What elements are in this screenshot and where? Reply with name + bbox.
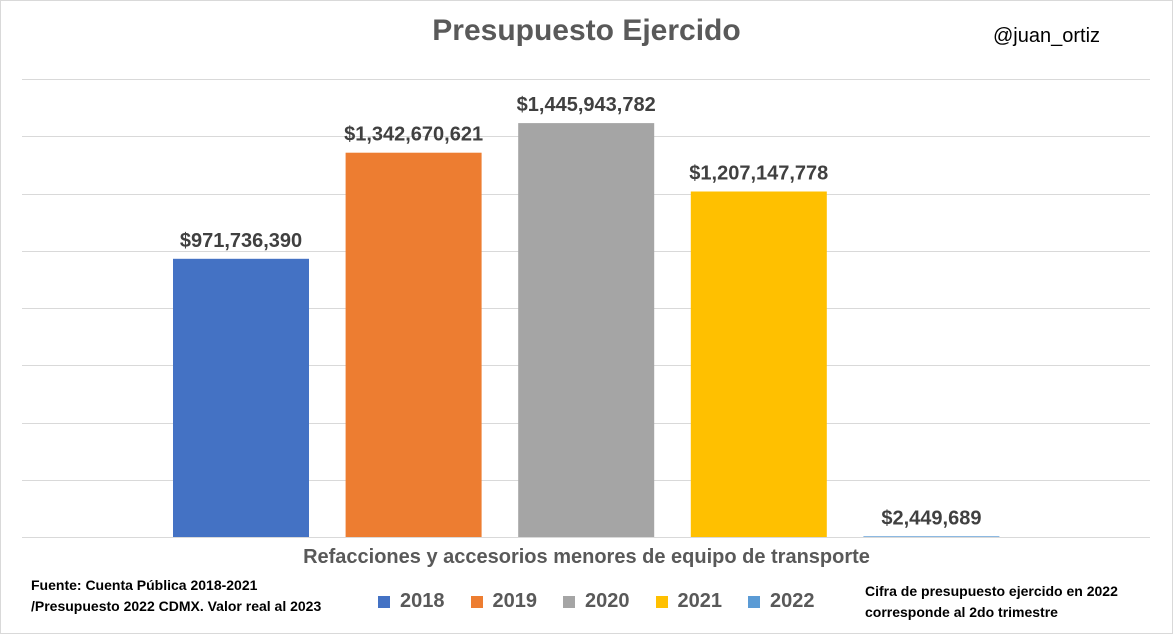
- legend-label-2019: 2019: [492, 590, 538, 612]
- legend: 2018 2019 2020 2021 2022: [378, 590, 841, 613]
- bar-2021: [690, 191, 827, 537]
- footnote: Cifra de presupuesto ejercido en 2022 co…: [865, 581, 1118, 623]
- bar-2019: [345, 152, 482, 537]
- legend-label-2018: 2018: [400, 590, 445, 612]
- source-note: Fuente: Cuenta Pública 2018-2021 /Presup…: [31, 575, 321, 617]
- bars: [173, 123, 1000, 537]
- source-line-2: /Presupuesto 2022 CDMX. Valor real al 20…: [31, 598, 322, 614]
- data-label-2019: $1,342,670,621: [344, 124, 483, 146]
- legend-item-2022: 2022: [748, 590, 815, 613]
- legend-label-2021: 2021: [677, 590, 723, 612]
- footnote-line-2: corresponde al 2do trimestre: [865, 604, 1058, 620]
- legend-swatch-2019: [470, 595, 483, 608]
- data-label-2021: $1,207,147,778: [689, 163, 828, 185]
- legend-item-2021: 2021: [655, 590, 723, 613]
- data-label-2018: $971,736,390: [180, 230, 302, 252]
- bar-labels: $971,736,390 $1,342,670,621 $1,445,943,782…: [180, 94, 982, 529]
- legend-item-2020: 2020: [563, 590, 630, 613]
- bar-2018: [173, 258, 309, 537]
- x-axis-label: Refacciones y accesorios menores de equi…: [303, 546, 870, 568]
- source-line-1: Fuente: Cuenta Pública 2018-2021: [31, 577, 258, 593]
- author-handle: @juan_ortiz: [993, 25, 1101, 47]
- chart-title: Presupuesto Ejercido: [432, 14, 741, 47]
- legend-item-2019: 2019: [470, 590, 538, 613]
- data-label-2020: $1,445,943,782: [517, 94, 656, 116]
- legend-swatch-2020: [563, 595, 575, 608]
- legend-swatch-2018: [378, 595, 390, 608]
- legend-item-2018: 2018: [378, 590, 445, 613]
- data-label-2022: $2,449,689: [881, 507, 981, 529]
- legend-label-2020: 2020: [585, 590, 630, 612]
- footnote-line-1: Cifra de presupuesto ejercido en 2022: [865, 583, 1118, 599]
- bar-2022: [863, 536, 1000, 537]
- legend-swatch-2022: [748, 595, 760, 608]
- bar-2020: [518, 123, 655, 537]
- legend-swatch-2021: [655, 595, 668, 608]
- legend-label-2022: 2022: [770, 590, 815, 612]
